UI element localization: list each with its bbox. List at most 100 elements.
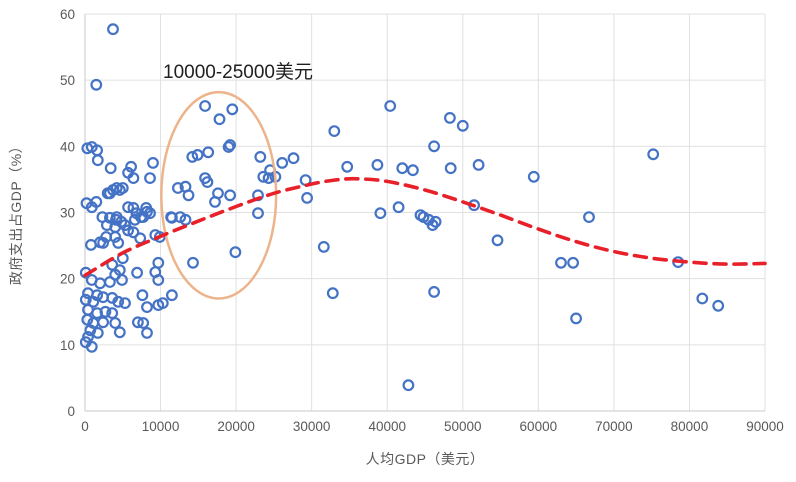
data-point bbox=[125, 160, 138, 173]
y-tick-label: 40 bbox=[60, 139, 75, 154]
data-point bbox=[222, 141, 235, 153]
y-tick-label: 50 bbox=[60, 73, 75, 88]
data-point bbox=[396, 162, 409, 175]
data-point bbox=[87, 295, 100, 308]
y-tick-label: 60 bbox=[60, 7, 75, 22]
data-point bbox=[103, 211, 116, 224]
y-tick-label: 30 bbox=[60, 206, 75, 221]
x-tick-label: 60000 bbox=[520, 419, 558, 434]
data-point bbox=[165, 211, 178, 224]
y-tick-label: 20 bbox=[60, 272, 75, 287]
data-point bbox=[141, 205, 153, 218]
data-point bbox=[84, 324, 97, 337]
data-point bbox=[113, 184, 126, 196]
data-point bbox=[127, 172, 140, 185]
data-point bbox=[115, 215, 128, 228]
x-tick-label: 30000 bbox=[293, 419, 331, 434]
data-point bbox=[131, 316, 144, 329]
data-point bbox=[152, 274, 165, 286]
data-point bbox=[226, 103, 239, 116]
data-point bbox=[99, 305, 112, 318]
x-tick-label: 50000 bbox=[444, 419, 482, 434]
data-point bbox=[254, 150, 267, 163]
data-point bbox=[570, 312, 582, 325]
data-point bbox=[90, 78, 103, 91]
data-point bbox=[91, 307, 103, 320]
data-point bbox=[122, 201, 135, 214]
data-point bbox=[384, 100, 397, 112]
data-point bbox=[91, 327, 104, 339]
data-point bbox=[187, 256, 199, 269]
data-point bbox=[201, 176, 214, 189]
data-point bbox=[136, 289, 149, 302]
data-point bbox=[209, 195, 221, 208]
data-point bbox=[85, 201, 98, 214]
data-point bbox=[527, 170, 540, 183]
data-point bbox=[262, 172, 275, 185]
data-point bbox=[119, 297, 131, 310]
data-point bbox=[91, 154, 104, 167]
data-point bbox=[567, 256, 579, 269]
data-point bbox=[131, 266, 144, 279]
data-point bbox=[341, 160, 354, 173]
data-point bbox=[392, 201, 405, 214]
data-point bbox=[81, 313, 94, 326]
data-point bbox=[456, 119, 469, 132]
annotation-ellipse bbox=[160, 90, 278, 300]
data-point bbox=[444, 162, 457, 175]
data-point bbox=[103, 276, 116, 288]
data-point bbox=[202, 146, 215, 159]
data-point bbox=[144, 172, 156, 185]
data-point bbox=[112, 236, 125, 249]
data-point bbox=[85, 340, 98, 353]
data-point bbox=[97, 316, 109, 329]
data-point bbox=[191, 148, 204, 161]
data-point bbox=[112, 295, 125, 308]
y-tick-label: 0 bbox=[67, 404, 75, 419]
data-point bbox=[555, 256, 567, 269]
x-tick-label: 10000 bbox=[142, 419, 180, 434]
data-point bbox=[426, 219, 439, 232]
annotation-label: 10000-25000美元 bbox=[163, 62, 313, 83]
x-tick-label: 80000 bbox=[671, 419, 709, 434]
data-point bbox=[224, 189, 237, 202]
data-point bbox=[229, 246, 242, 259]
data-point bbox=[107, 184, 119, 196]
data-point bbox=[328, 125, 341, 138]
data-point bbox=[127, 226, 140, 239]
data-point bbox=[94, 277, 106, 290]
data-point bbox=[252, 207, 264, 220]
x-tick-label: 0 bbox=[81, 419, 89, 434]
data-point bbox=[712, 299, 725, 312]
data-point bbox=[647, 148, 660, 161]
data-point bbox=[137, 317, 150, 329]
data-point bbox=[116, 274, 128, 286]
data-point bbox=[85, 238, 97, 251]
data-point bbox=[156, 297, 169, 310]
data-point bbox=[257, 170, 270, 183]
data-point bbox=[110, 213, 122, 226]
data-point bbox=[213, 113, 226, 126]
data-point bbox=[301, 191, 314, 204]
data-point bbox=[171, 182, 184, 194]
data-point bbox=[428, 140, 441, 153]
y-axis-title: 政府支出占GDP（%） bbox=[8, 138, 24, 286]
data-point bbox=[199, 100, 212, 112]
x-axis-title: 人均GDP（美元） bbox=[365, 451, 485, 467]
y-tick-label: 10 bbox=[60, 338, 75, 353]
data-point bbox=[186, 150, 199, 163]
data-point bbox=[224, 139, 237, 151]
x-tick-label: 70000 bbox=[595, 419, 633, 434]
data-point bbox=[147, 156, 159, 169]
data-point bbox=[165, 289, 178, 302]
data-point bbox=[107, 23, 119, 36]
data-point bbox=[317, 240, 330, 253]
x-tick-label: 90000 bbox=[746, 419, 784, 434]
data-point bbox=[141, 327, 153, 339]
data-point bbox=[182, 189, 195, 202]
data-point bbox=[82, 331, 94, 343]
data-point bbox=[444, 111, 456, 124]
data-point bbox=[402, 379, 415, 392]
